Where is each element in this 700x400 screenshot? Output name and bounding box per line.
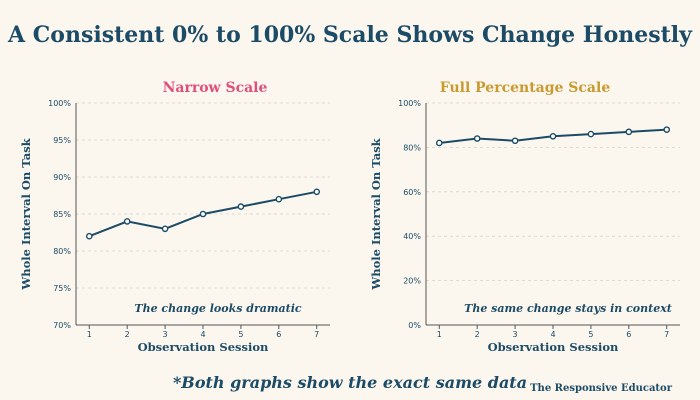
y-tick-label: 40% — [403, 232, 421, 241]
x-tick-label: 7 — [664, 330, 669, 339]
data-point — [511, 137, 519, 145]
data-point — [275, 195, 283, 203]
y-tick-label: 60% — [403, 188, 421, 197]
data-point — [549, 132, 557, 140]
x-tick-label: 3 — [163, 330, 168, 339]
y-tick-label: 70% — [53, 321, 71, 330]
x-tick-label: 6 — [626, 330, 631, 339]
y-axis-label: Whole Interval On Task — [369, 137, 383, 290]
data-point — [587, 130, 595, 138]
y-tick-label: 20% — [403, 277, 421, 286]
y-tick-label: 95% — [53, 136, 71, 145]
data-point — [123, 218, 131, 225]
footnote: *Both graphs show the exact same data — [172, 373, 528, 392]
x-tick-label: 1 — [87, 330, 92, 339]
x-tick-label: 5 — [588, 330, 593, 339]
x-axis-label: Observation Session — [488, 340, 619, 354]
y-tick-label: 0% — [408, 321, 421, 330]
data-point — [473, 135, 481, 142]
credit: The Responsive Educator — [530, 383, 672, 394]
data-point — [435, 139, 443, 147]
y-tick-label: 75% — [53, 284, 71, 293]
y-tick-label: 100% — [48, 99, 71, 108]
data-point — [161, 225, 169, 233]
x-tick-label: 1 — [437, 330, 442, 339]
narrow-scale-chart: 70% 75% 80% 85% 90% 95% 100% 1 2 3 4 5 6 7 Observation… — [19, 99, 330, 354]
data-point — [625, 128, 633, 136]
x-tick-label: 2 — [125, 330, 130, 339]
x-tick-label: 2 — [475, 330, 480, 339]
full-scale-chart: 0% 20% 40% 60% 80% 100% 1 2 3 4 5 6 7 Observation Ses… — [369, 99, 680, 354]
x-tick-label: 3 — [513, 330, 518, 339]
x-axis-label: Observation Session — [138, 340, 269, 354]
chart-annotation: The change looks dramatic — [134, 302, 301, 315]
y-tick-label: 80% — [403, 143, 421, 152]
right-chart-title: Full Percentage Scale — [439, 80, 611, 96]
x-tick-label: 5 — [238, 330, 243, 339]
x-tick-label: 4 — [200, 330, 205, 339]
y-tick-label: 80% — [53, 247, 71, 256]
y-tick-label: 100% — [398, 99, 421, 108]
data-point — [199, 210, 207, 218]
page-title: A Consistent 0% to 100% Scale Shows Chan… — [8, 22, 692, 48]
y-tick-label: 90% — [53, 173, 71, 182]
chart-annotation: The same change stays in context — [464, 302, 672, 315]
x-tick-label: 7 — [314, 330, 319, 339]
y-tick-label: 85% — [53, 210, 71, 219]
data-point — [663, 126, 671, 133]
x-tick-label: 6 — [276, 330, 281, 339]
x-tick-label: 4 — [550, 330, 555, 339]
y-axis-label: Whole Interval On Task — [19, 137, 33, 290]
data-point — [237, 203, 245, 210]
left-chart-title: Narrow Scale — [162, 80, 268, 96]
data-point — [313, 188, 321, 196]
data-point — [85, 232, 93, 240]
